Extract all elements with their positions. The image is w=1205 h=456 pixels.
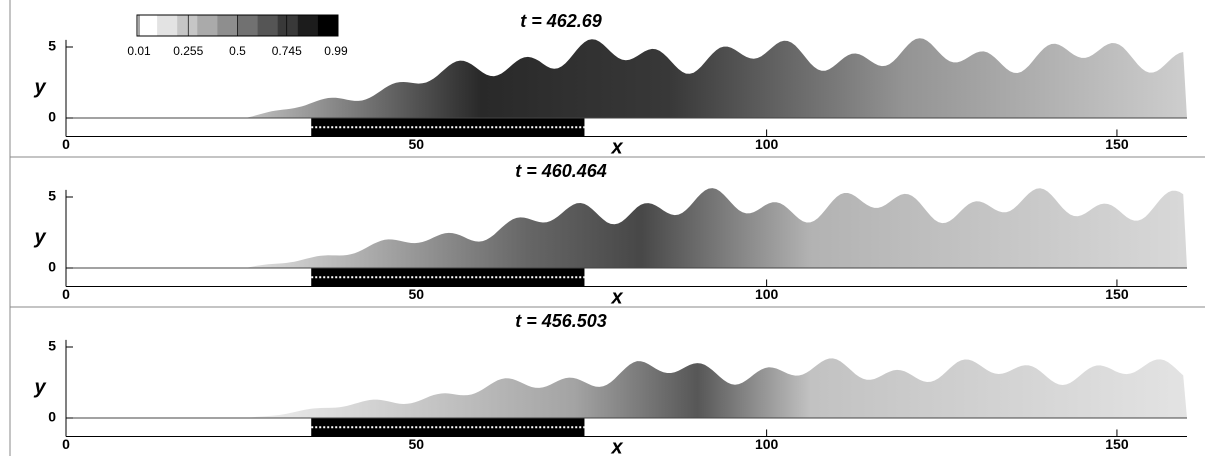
- colorbar-cell: [217, 15, 238, 36]
- scalar-field: [245, 38, 1188, 119]
- x-tick-label: 50: [409, 436, 425, 452]
- colorbar-cell: [137, 15, 158, 36]
- x-label: x: [610, 137, 623, 159]
- colorbar-cell: [277, 15, 299, 36]
- y-label: y: [33, 226, 46, 248]
- x-label: x: [610, 287, 623, 309]
- colorbar-cell: [317, 15, 339, 36]
- x-tick-label: 0: [62, 136, 70, 152]
- y-label: y: [33, 376, 46, 398]
- x-tick-label: 0: [62, 286, 70, 302]
- x-tick-label: 150: [1105, 286, 1129, 302]
- y-tick-label: 5: [48, 338, 56, 354]
- x-tick-label: 100: [755, 436, 779, 452]
- y-tick-label: 0: [48, 259, 56, 275]
- x-tick-label: 100: [755, 286, 779, 302]
- y-tick-label: 0: [48, 109, 56, 125]
- title: t = 456.503: [515, 311, 607, 331]
- colorbar-tick-label: 0.5: [229, 44, 246, 58]
- x-tick-label: 150: [1105, 436, 1129, 452]
- y-tick-label: 0: [48, 409, 56, 425]
- colorbar-cell: [257, 15, 279, 36]
- title: t = 460.464: [515, 161, 607, 181]
- y-tick-label: 5: [48, 188, 56, 204]
- x-tick-label: 0: [62, 436, 70, 452]
- scalar-field: [245, 188, 1188, 268]
- colorbar-cell: [297, 15, 319, 36]
- colorbar-cell: [177, 15, 198, 36]
- title: t = 462.69: [520, 11, 602, 31]
- x-tick-label: 50: [409, 286, 425, 302]
- x-tick-label: 100: [755, 136, 779, 152]
- x-tick-label: 150: [1105, 136, 1129, 152]
- colorbar-tick-label: 0.255: [173, 44, 203, 58]
- scalar-field: [245, 358, 1188, 418]
- x-label: x: [610, 437, 623, 456]
- colorbar-cell: [157, 15, 178, 36]
- colorbar-cell: [237, 15, 259, 36]
- x-tick-label: 50: [409, 136, 425, 152]
- y-label: y: [33, 76, 46, 98]
- colorbar-cell: [197, 15, 218, 36]
- colorbar-tick-label: 0.745: [272, 44, 302, 58]
- y-tick-label: 5: [48, 38, 56, 54]
- colorbar-tick-label: 0.01: [127, 44, 151, 58]
- colorbar-tick-label: 0.99: [324, 44, 348, 58]
